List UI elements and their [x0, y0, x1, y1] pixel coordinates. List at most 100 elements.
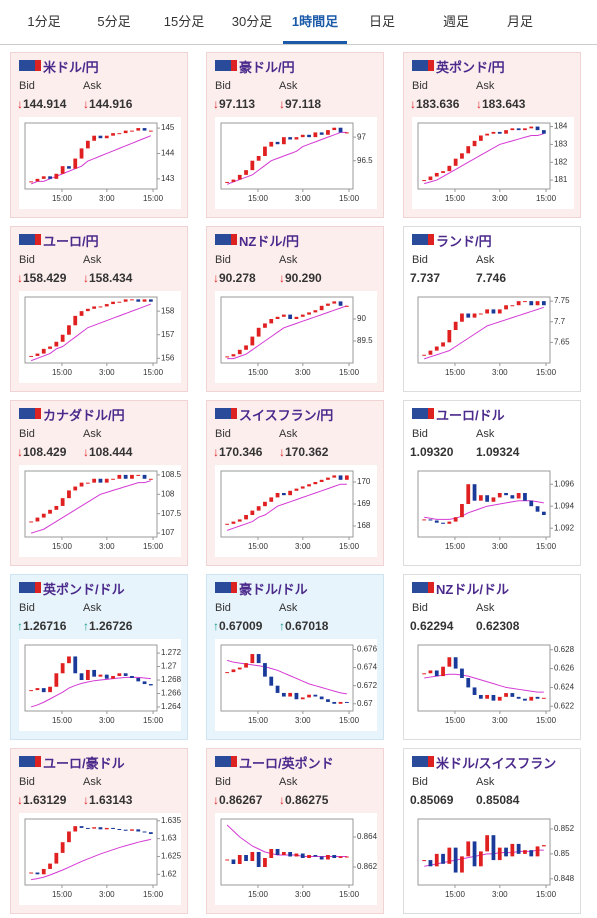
flag-icon [412, 582, 434, 593]
candle [529, 696, 534, 701]
ask-price: 144.916 [89, 97, 133, 111]
rate-card[interactable]: 豪ドル/円 Bid Ask ↓97.113 ↓97.118 96.5 97 15:00 3:00… [206, 52, 384, 218]
candle [148, 299, 153, 302]
x-tick-label: 15:00 [445, 368, 466, 377]
candle [300, 486, 305, 489]
candle [41, 513, 46, 518]
ask-price: 0.86275 [285, 793, 329, 807]
rate-card[interactable]: カナダドル/円 Bid Ask ↓108.429 ↓108.444 107 107.5 108… [10, 400, 188, 566]
candle [288, 852, 293, 857]
candle [73, 656, 78, 674]
candle [485, 694, 490, 699]
rate-card[interactable]: ランド/円 Bid Ask 7.737 7.746 7.65 7.7 7.75 15:00 3:0… [403, 226, 581, 392]
rate-card[interactable]: 米ドル/円 Bid Ask ↓144.914 ↓144.916 143 144 145 15:0… [10, 52, 188, 218]
rate-card[interactable]: 英ポンド/円 Bid Ask ↓183.636 ↓183.643 181 182 183 184… [403, 52, 581, 218]
candle [294, 316, 299, 319]
bid-value: 0.62294 [410, 619, 453, 633]
x-tick-label: 3:00 [99, 890, 115, 899]
moving-average [226, 483, 347, 531]
rate-card[interactable]: NZドル/円 Bid Ask ↓90.278 ↓90.290 89.5 90 15:00 3:0… [206, 226, 384, 392]
candle [256, 506, 261, 511]
ask-value: ↓183.643 [476, 97, 525, 111]
candle [453, 517, 458, 522]
candle [491, 694, 496, 701]
rate-card[interactable]: ユーロ/ドル Bid Ask 1.09320 1.09324 1.092 1.094 1.09… [403, 400, 581, 566]
timeframe-tab[interactable]: 5分足 [97, 14, 131, 29]
y-tick-label: 7.7 [554, 317, 566, 326]
timeframe-tab[interactable]: 1時間足 [283, 0, 347, 44]
mini-chart: 156 157 158 15:00 3:00 15:00 [19, 291, 181, 383]
timeframe-tab[interactable]: 月足 [506, 14, 533, 29]
bid-label: Bid [215, 602, 231, 614]
candle [300, 697, 305, 700]
candle [250, 160, 255, 171]
candle [441, 853, 445, 864]
pair-title: 豪ドル/ドル [239, 582, 308, 597]
timeframe-tab[interactable]: 日足 [368, 14, 395, 29]
plot-frame [220, 818, 354, 886]
candle [497, 131, 502, 134]
rate-card[interactable]: ユーロ/豪ドル Bid Ask ↓1.63129 ↓1.63143 1.62 1.625 1.… [10, 748, 188, 914]
moving-average [423, 306, 545, 360]
candle [326, 130, 330, 135]
candle [288, 692, 293, 697]
candle [338, 127, 343, 133]
mini-chart: 7.65 7.7 7.75 15:00 3:00 15:00 [412, 291, 574, 383]
ask-label: Ask [476, 776, 495, 788]
rate-card[interactable]: 英ポンド/ドル Bid Ask ↑1.26716 ↑1.26726 1.264 1.266 1… [10, 574, 188, 740]
timeframe-tab[interactable]: 1分足 [27, 14, 61, 29]
timeframe-tab[interactable]: 週足 [442, 14, 469, 29]
ask-price: 1.63143 [89, 793, 133, 807]
bid-price: 1.63129 [23, 793, 67, 807]
candle [237, 349, 242, 355]
rate-card[interactable]: 豪ドル/ドル Bid Ask ↑0.67009 ↑0.67018 0.67 0.672 0.6… [206, 574, 384, 740]
timeframe-tab[interactable]: 15分足 [163, 14, 205, 29]
x-tick-label: 3:00 [295, 542, 311, 551]
rate-card[interactable]: スイスフラン/円 Bid Ask ↓170.346 ↓170.362 168 169 170 1… [206, 400, 384, 566]
timeframe-tab[interactable]: 30分足 [231, 14, 273, 29]
y-tick-label: 1.272 [161, 648, 181, 657]
x-tick-label: 3:00 [492, 716, 508, 725]
flag-icon [19, 756, 41, 767]
candle [148, 130, 153, 132]
candle [130, 829, 134, 831]
candle [117, 673, 122, 676]
flag-icon [19, 60, 41, 71]
candle [269, 849, 274, 858]
rate-card[interactable]: 米ドル/スイスフラン Bid Ask 0.85069 0.85084 0.848 0.85 0… [403, 748, 581, 914]
candle [275, 849, 280, 855]
y-tick-label: 158 [161, 306, 175, 315]
pair-title: ランド/円 [436, 234, 492, 249]
change-arrow: ↑ [83, 619, 89, 633]
candle [244, 663, 248, 668]
candle [472, 687, 477, 695]
x-tick-label: 3:00 [99, 368, 115, 377]
candle [288, 314, 293, 319]
candle [130, 675, 134, 678]
candle [281, 852, 286, 855]
x-tick-label: 15:00 [339, 890, 360, 899]
change-arrow: ↑ [279, 619, 285, 633]
candle [516, 696, 521, 699]
mini-chart: 1.092 1.094 1.096 15:00 3:00 15:00 [412, 465, 574, 557]
candle [54, 173, 59, 179]
candle [313, 310, 318, 313]
y-tick-label: 1.092 [554, 523, 574, 532]
rate-card[interactable]: ユーロ/英ポンド Bid Ask ↓0.86267 ↓0.86275 0.862 0.864… [206, 748, 384, 914]
candle [472, 484, 477, 501]
y-tick-label: 107 [161, 528, 175, 537]
candle [41, 688, 46, 693]
bid-price: 7.737 [410, 271, 441, 285]
candle [275, 493, 280, 498]
candle [428, 176, 433, 181]
x-tick-label: 15:00 [248, 542, 269, 551]
rate-card[interactable]: NZドル/ドル Bid Ask 0.62294 0.62308 0.622 0.624 0.6… [403, 574, 581, 740]
x-tick-label: 3:00 [295, 890, 311, 899]
candle [294, 853, 299, 857]
rate-card[interactable]: ユーロ/円 Bid Ask ↓158.429 ↓158.434 156 157 158 15:0… [10, 226, 188, 392]
candle [256, 156, 261, 161]
x-tick-label: 3:00 [99, 194, 115, 203]
candle [319, 132, 324, 135]
candle [142, 299, 147, 302]
